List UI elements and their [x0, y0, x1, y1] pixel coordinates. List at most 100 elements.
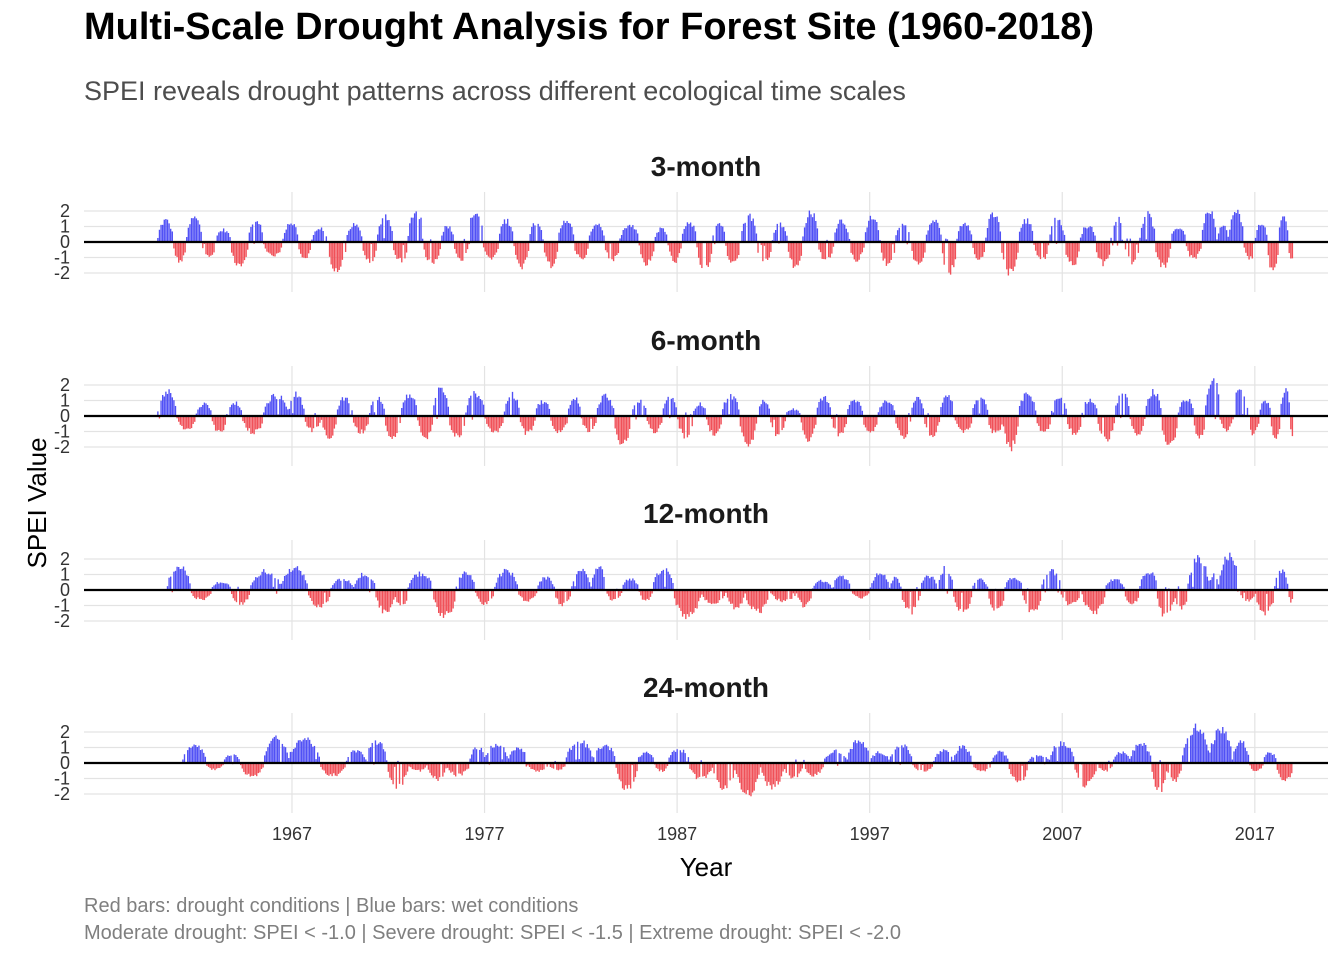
wet-bar — [861, 743, 863, 763]
drought-bar — [738, 242, 740, 256]
drought-bar — [648, 242, 650, 260]
wet-bar — [1049, 571, 1051, 590]
drought-bar — [1099, 590, 1101, 606]
wet-bar — [1113, 579, 1115, 590]
drought-bar — [964, 416, 966, 431]
wet-bar — [359, 230, 361, 242]
drought-bar — [1171, 590, 1173, 605]
wet-bar — [380, 224, 382, 242]
wet-bar — [1246, 751, 1248, 763]
drought-bar — [1131, 416, 1133, 427]
drought-bar — [551, 242, 554, 267]
drought-bar — [953, 590, 955, 597]
drought-bar — [752, 416, 754, 440]
drought-bar — [266, 242, 268, 252]
wet-bar — [261, 232, 263, 242]
wet-bar — [654, 236, 657, 242]
wet-bar — [1185, 400, 1188, 416]
drought-bar — [1021, 763, 1023, 766]
wet-bar — [625, 579, 628, 590]
drought-bar — [1095, 763, 1097, 772]
wet-bar — [919, 399, 921, 416]
drought-bar — [550, 242, 552, 269]
drought-bar — [421, 416, 424, 436]
drought-bar — [426, 416, 429, 440]
drought-bar — [954, 590, 957, 603]
wet-bar — [813, 213, 815, 242]
wet-bar — [388, 219, 390, 242]
drought-bar — [633, 763, 635, 782]
wet-bar — [787, 410, 790, 416]
drought-bar — [394, 763, 396, 767]
drought-bar — [304, 416, 307, 422]
wet-bar — [1199, 729, 1201, 763]
wet-bar — [237, 405, 239, 416]
wet-bar — [840, 219, 843, 242]
drought-bar — [214, 763, 216, 771]
wet-bar — [384, 751, 386, 763]
wet-bar — [826, 581, 828, 590]
drought-bar — [628, 416, 631, 430]
drought-bar — [956, 590, 958, 607]
drought-bar — [1155, 242, 1157, 253]
y-tick-label: 1 — [60, 565, 70, 585]
drought-bar — [524, 416, 527, 435]
drought-bar — [764, 763, 767, 782]
drought-bar — [766, 763, 768, 786]
drought-bar — [864, 590, 867, 596]
wet-bar — [194, 216, 196, 242]
wet-bar — [1030, 396, 1032, 416]
drought-bar — [1136, 590, 1138, 602]
drought-bar — [1284, 763, 1287, 782]
drought-bar — [1171, 416, 1173, 442]
drought-bar — [428, 416, 430, 433]
drought-bar — [248, 763, 250, 774]
wet-bar — [282, 400, 284, 416]
drought-bar — [643, 242, 645, 263]
wet-bar — [826, 401, 828, 416]
drought-bar — [1161, 242, 1164, 263]
drought-bar — [1270, 416, 1273, 427]
wet-bar — [553, 586, 555, 590]
wet-bar — [1164, 587, 1167, 590]
wet-bar — [750, 221, 753, 242]
wet-bar — [519, 749, 521, 763]
wet-bar — [661, 228, 663, 242]
drought-bar — [445, 763, 447, 769]
wet-bar — [668, 757, 670, 763]
wet-bar — [160, 400, 162, 416]
drought-bar — [782, 763, 784, 772]
wet-bar — [598, 223, 600, 242]
drought-bar — [710, 242, 713, 254]
wet-bar — [470, 217, 472, 242]
drought-bar — [880, 242, 883, 253]
wet-bar — [722, 409, 724, 416]
drought-bar — [657, 763, 659, 769]
wet-bar — [853, 399, 855, 416]
wet-bar — [588, 235, 591, 242]
drought-bar — [443, 763, 446, 773]
wet-bar — [572, 745, 574, 763]
wet-bar — [470, 395, 472, 416]
wet-bar — [610, 747, 613, 763]
wet-bar — [283, 232, 286, 242]
wet-bar — [886, 756, 889, 763]
drought-bar — [785, 763, 787, 773]
wet-bar — [985, 404, 987, 416]
drought-bar — [232, 590, 234, 599]
wet-bar — [569, 404, 571, 416]
wet-bar — [890, 583, 892, 590]
drought-bar — [725, 242, 727, 246]
drought-bar — [1014, 242, 1016, 267]
drought-bar — [802, 590, 804, 608]
wet-bar — [450, 231, 453, 242]
drought-bar — [1086, 590, 1088, 605]
wet-bar — [996, 216, 998, 242]
drought-bar — [402, 763, 404, 785]
wet-bar — [491, 747, 494, 763]
drought-bar — [1144, 416, 1146, 419]
wet-bar — [543, 402, 546, 416]
drought-bar — [431, 416, 433, 425]
wet-bar — [1192, 586, 1194, 590]
